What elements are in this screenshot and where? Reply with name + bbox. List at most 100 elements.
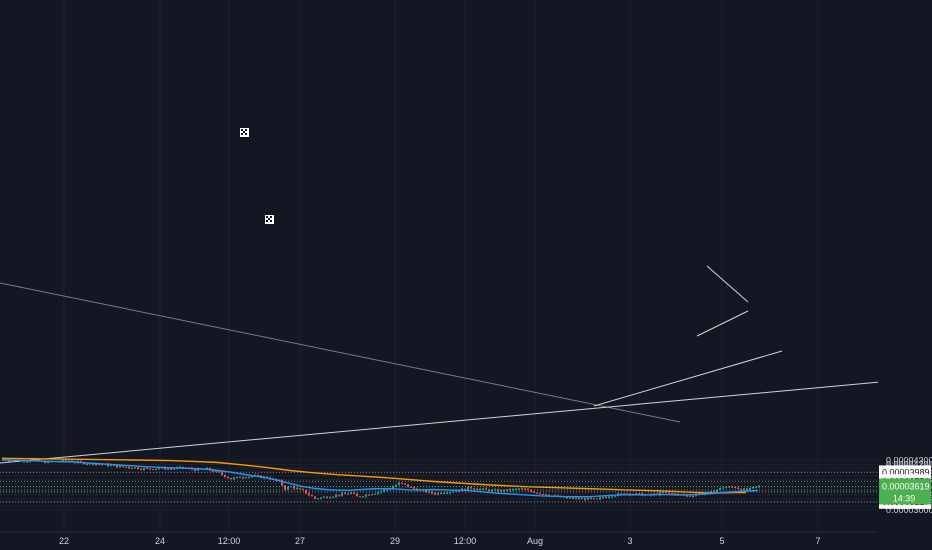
candle-body: [719, 487, 721, 490]
trendline-ascending-long[interactable]: [0, 381, 881, 464]
candle-body: [659, 492, 661, 495]
candle-body: [725, 487, 727, 489]
candle-body: [29, 461, 31, 463]
candle-body: [296, 488, 298, 490]
price-axis-background: [878, 0, 932, 532]
candle-body: [158, 468, 160, 470]
candle-body: [377, 492, 379, 494]
candle-body: [611, 496, 613, 498]
candle-body: [125, 466, 127, 468]
candle-body: [509, 489, 511, 491]
candle-body: [497, 489, 499, 492]
candle-body: [119, 465, 121, 468]
candle-body: [479, 488, 481, 490]
x-tick-label: Aug: [527, 536, 543, 546]
trendline-descending[interactable]: [0, 282, 681, 423]
candle-body: [224, 474, 226, 477]
candle-body: [533, 491, 535, 493]
candle-body: [242, 477, 244, 479]
candle-body: [464, 488, 466, 491]
candle-body: [467, 487, 469, 491]
candle-body: [740, 488, 742, 491]
candle-body: [434, 493, 436, 495]
candle-body: [596, 498, 598, 500]
candle-body: [152, 469, 154, 471]
triangle-upper[interactable]: [706, 265, 749, 303]
candle-body: [305, 490, 307, 494]
y-tick-label: 0.00004300: [886, 456, 932, 466]
last-price-badge[interactable]: 0.00003619 14:39: [879, 478, 931, 505]
candle-body: [80, 461, 82, 463]
candle-body: [167, 468, 169, 470]
trendline-ascending-short[interactable]: [593, 350, 783, 407]
candle-body: [356, 493, 358, 497]
candle-body: [401, 482, 403, 484]
candle-body: [614, 495, 616, 497]
candle-body: [374, 493, 376, 495]
candle-body: [365, 494, 367, 497]
candle-body: [332, 496, 334, 498]
y-tick-label: 0.00004200: [886, 459, 932, 469]
candle-body: [695, 494, 697, 496]
candle-body: [212, 470, 214, 472]
candle-body: [638, 493, 640, 495]
candle-body: [383, 490, 385, 492]
candle-body: [728, 486, 730, 488]
candle-body: [113, 465, 115, 467]
candle-body: [437, 492, 439, 495]
flag-icon[interactable]: [240, 128, 249, 137]
price-axis[interactable]: 0.000043000.000042000.000041000.00003900…: [878, 0, 932, 532]
candle-body: [470, 487, 472, 489]
trendlines[interactable]: [0, 265, 881, 464]
candle-body: [488, 489, 490, 491]
candle-body: [500, 489, 502, 492]
candle-body: [140, 468, 142, 470]
price-labels: 0.000039890.000037560.000035300.00003474…: [0, 465, 931, 509]
candle-body: [410, 486, 412, 488]
candle-body: [230, 477, 232, 480]
candle-body: [524, 488, 526, 490]
flag-markers: [240, 128, 274, 224]
candle-body: [68, 460, 70, 462]
candle-body: [116, 465, 118, 468]
candle-body: [626, 493, 628, 495]
candle-body: [134, 467, 136, 469]
candle-body: [302, 489, 304, 491]
candle-body: [299, 488, 301, 490]
candle-body: [503, 489, 505, 491]
candle-body: [8, 460, 10, 462]
triangle-lower[interactable]: [696, 310, 749, 337]
candle-body: [746, 488, 748, 491]
last-price-box: [879, 478, 931, 505]
candle-body: [215, 471, 217, 473]
candle-body: [287, 487, 289, 490]
candle-body: [146, 468, 148, 470]
candle-body: [359, 496, 361, 498]
candle-body: [197, 468, 199, 471]
flag-icon[interactable]: [265, 215, 274, 224]
candle-body: [620, 493, 622, 495]
x-tick-label: 3: [627, 536, 632, 546]
time-axis-background: [0, 532, 932, 550]
candle-body: [443, 493, 445, 495]
time-axis[interactable]: 22 24 12:00 27 29 12:00 Aug 3 5 7: [0, 531, 932, 550]
candle-body: [518, 488, 520, 490]
candle-body: [455, 490, 457, 492]
candle-body: [293, 486, 295, 489]
x-tick-label: 29: [390, 536, 400, 546]
candle-body: [281, 480, 283, 486]
candle-body: [635, 493, 637, 495]
candle-body: [218, 471, 220, 473]
candle-body: [398, 482, 400, 485]
candle-body: [380, 491, 382, 493]
candle-body: [323, 496, 325, 498]
candle-body: [749, 487, 751, 491]
candle-body: [737, 487, 739, 489]
candle-body: [71, 460, 73, 462]
price-label-text: 0.00003989: [882, 467, 930, 477]
candle-body: [428, 491, 430, 493]
candle-body: [431, 491, 433, 494]
candle-body: [623, 493, 625, 495]
candle-body: [689, 495, 691, 497]
